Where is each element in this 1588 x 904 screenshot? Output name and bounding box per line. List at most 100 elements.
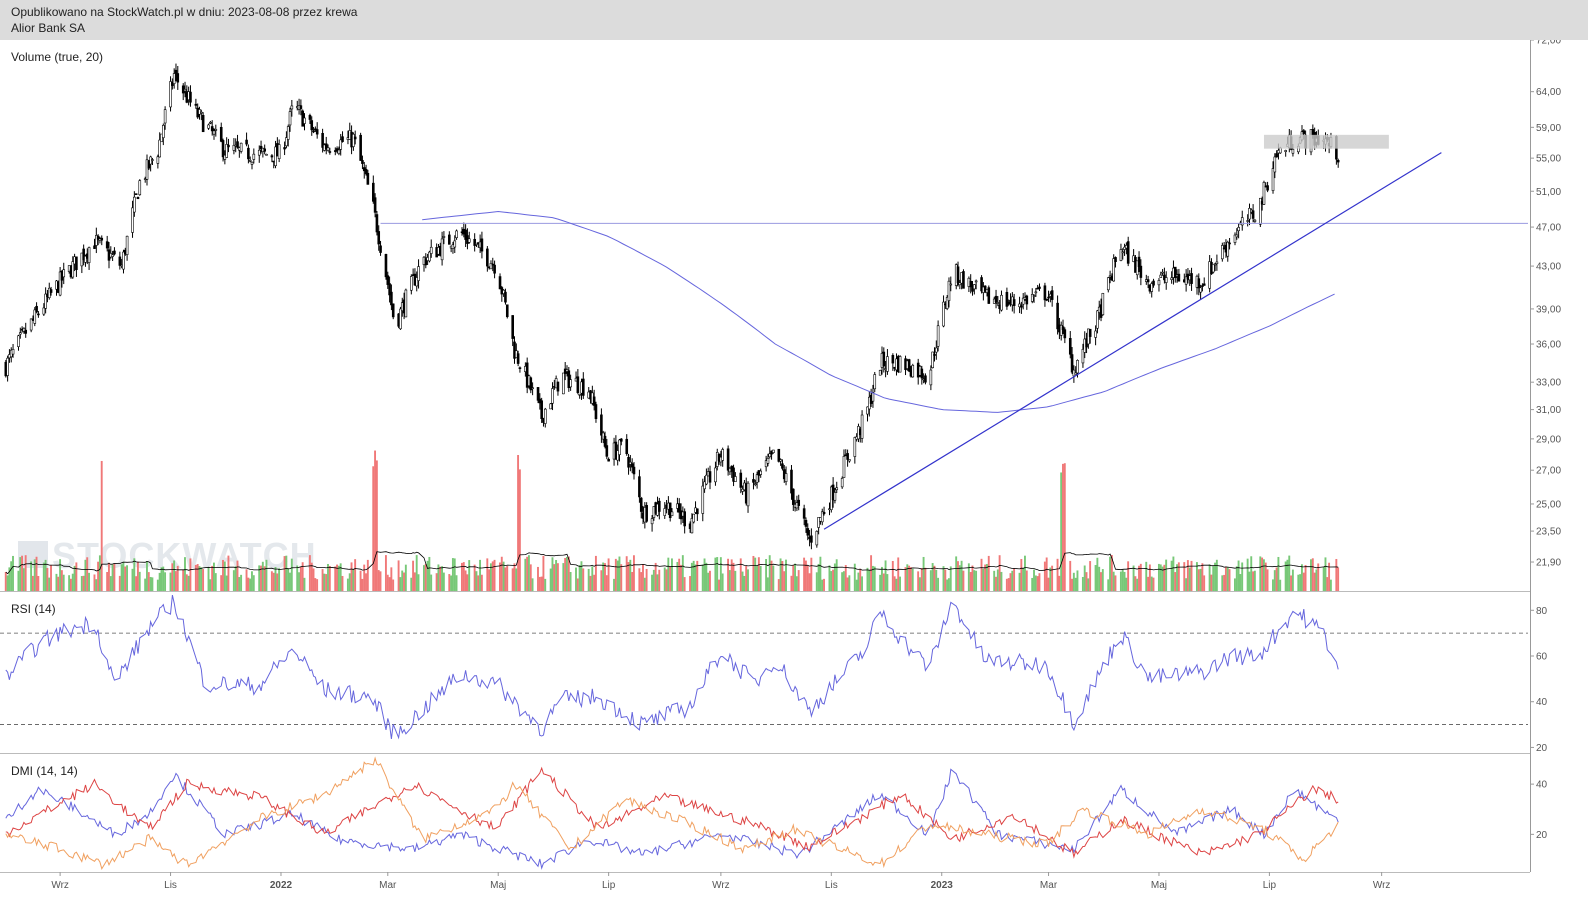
volume-bar — [933, 565, 936, 591]
candle-body — [308, 115, 312, 120]
candle-body — [973, 284, 976, 290]
volume-bar — [777, 579, 780, 591]
volume-bar — [486, 558, 489, 591]
candle-body — [920, 368, 924, 379]
publication-info: Opublikowano na StockWatch.pl w dniu: 20… — [11, 5, 358, 19]
volume-bar — [683, 577, 686, 591]
volume-bar — [223, 561, 226, 591]
candle-body — [721, 449, 724, 461]
volume-bar — [75, 562, 78, 591]
candle-body — [324, 143, 328, 150]
volume-bar — [841, 572, 844, 591]
price-panel — [4, 63, 1528, 550]
volume-bar — [488, 569, 491, 591]
candle-body — [259, 145, 263, 150]
dmi-tick-label: 20 — [1536, 830, 1548, 841]
volume-bar — [678, 558, 681, 591]
volume-bar — [1253, 570, 1256, 591]
price-tick-label: 29,00 — [1536, 434, 1561, 445]
volume-bar — [187, 575, 190, 591]
volume-bar — [556, 563, 559, 591]
volume-bar — [575, 567, 577, 591]
candle-body — [632, 466, 636, 475]
volume-bar — [251, 571, 253, 591]
candle-body — [1211, 263, 1215, 273]
candle-body — [24, 329, 28, 334]
volume-bar — [272, 572, 275, 591]
volume-bar — [955, 556, 958, 591]
volume-bar — [871, 565, 874, 591]
volume-bar — [1033, 569, 1035, 591]
candle-body — [1081, 348, 1085, 364]
volume-bar — [278, 568, 281, 591]
volume-bar — [859, 568, 862, 591]
volume-bar — [328, 565, 331, 591]
candle-body — [1233, 234, 1237, 243]
candle-body — [846, 453, 849, 460]
candle-body — [44, 293, 47, 309]
candle-body — [388, 283, 391, 296]
volume-bar — [745, 565, 748, 591]
volume-bar — [1051, 565, 1054, 591]
volume-bar — [995, 576, 997, 591]
volume-bar — [71, 573, 74, 591]
volume-bar — [629, 559, 632, 591]
volume-bar — [1275, 567, 1278, 591]
volume-bar — [480, 574, 483, 591]
candle-body — [404, 289, 408, 318]
volume-bar — [1246, 558, 1249, 591]
volume-bar — [200, 567, 203, 591]
candle-body — [67, 265, 71, 272]
candle-body — [95, 235, 98, 246]
volume-bar — [147, 572, 150, 591]
volume-bar — [189, 558, 192, 591]
volume-bar — [1300, 564, 1303, 591]
volume-bar — [680, 564, 682, 591]
candle-body — [270, 155, 274, 158]
volume-bar — [1311, 558, 1314, 591]
volume-bar — [1005, 578, 1008, 591]
volume-bar — [222, 559, 224, 591]
volume-bar — [372, 466, 375, 591]
volume-bar — [388, 577, 391, 591]
volume-bar — [359, 570, 362, 591]
volume-bar — [69, 578, 72, 591]
candle-body — [1221, 245, 1224, 260]
price-tick-label: 27,00 — [1536, 466, 1561, 477]
candle-body — [391, 303, 395, 318]
candle-body — [176, 73, 180, 83]
candle-body — [375, 214, 379, 233]
volume-bar — [1299, 574, 1302, 591]
candle-body — [629, 461, 632, 465]
candle-body — [630, 463, 634, 468]
volume-bar — [451, 558, 454, 591]
candle-body — [1119, 249, 1123, 261]
volume-bar — [375, 460, 378, 591]
candle-body — [138, 180, 142, 196]
rsi-panel-title: RSI (14) — [11, 602, 56, 616]
candle-body — [911, 365, 915, 378]
candle-body — [835, 487, 839, 491]
candle-body — [764, 460, 768, 468]
volume-bar — [202, 569, 205, 591]
volume-bar — [1045, 557, 1048, 591]
candle-body — [806, 528, 810, 536]
volume-bar — [80, 576, 83, 591]
volume-bar — [667, 557, 670, 591]
volume-bar — [31, 575, 34, 591]
candle-body — [1284, 150, 1287, 152]
candle-body — [690, 518, 694, 534]
candle-body — [1059, 325, 1063, 336]
volume-bar — [500, 556, 503, 591]
volume-bar — [1132, 565, 1135, 591]
volume-bar — [855, 579, 858, 591]
volume-bar — [1123, 571, 1126, 591]
price-tick-label: 43,00 — [1536, 262, 1561, 273]
candle-body — [312, 130, 315, 133]
volume-bar — [1085, 572, 1088, 591]
volume-bar — [703, 558, 706, 591]
volume-bar — [752, 555, 755, 591]
candle-body — [790, 469, 793, 494]
volume-bar — [893, 576, 896, 591]
volume-bar — [50, 565, 52, 591]
